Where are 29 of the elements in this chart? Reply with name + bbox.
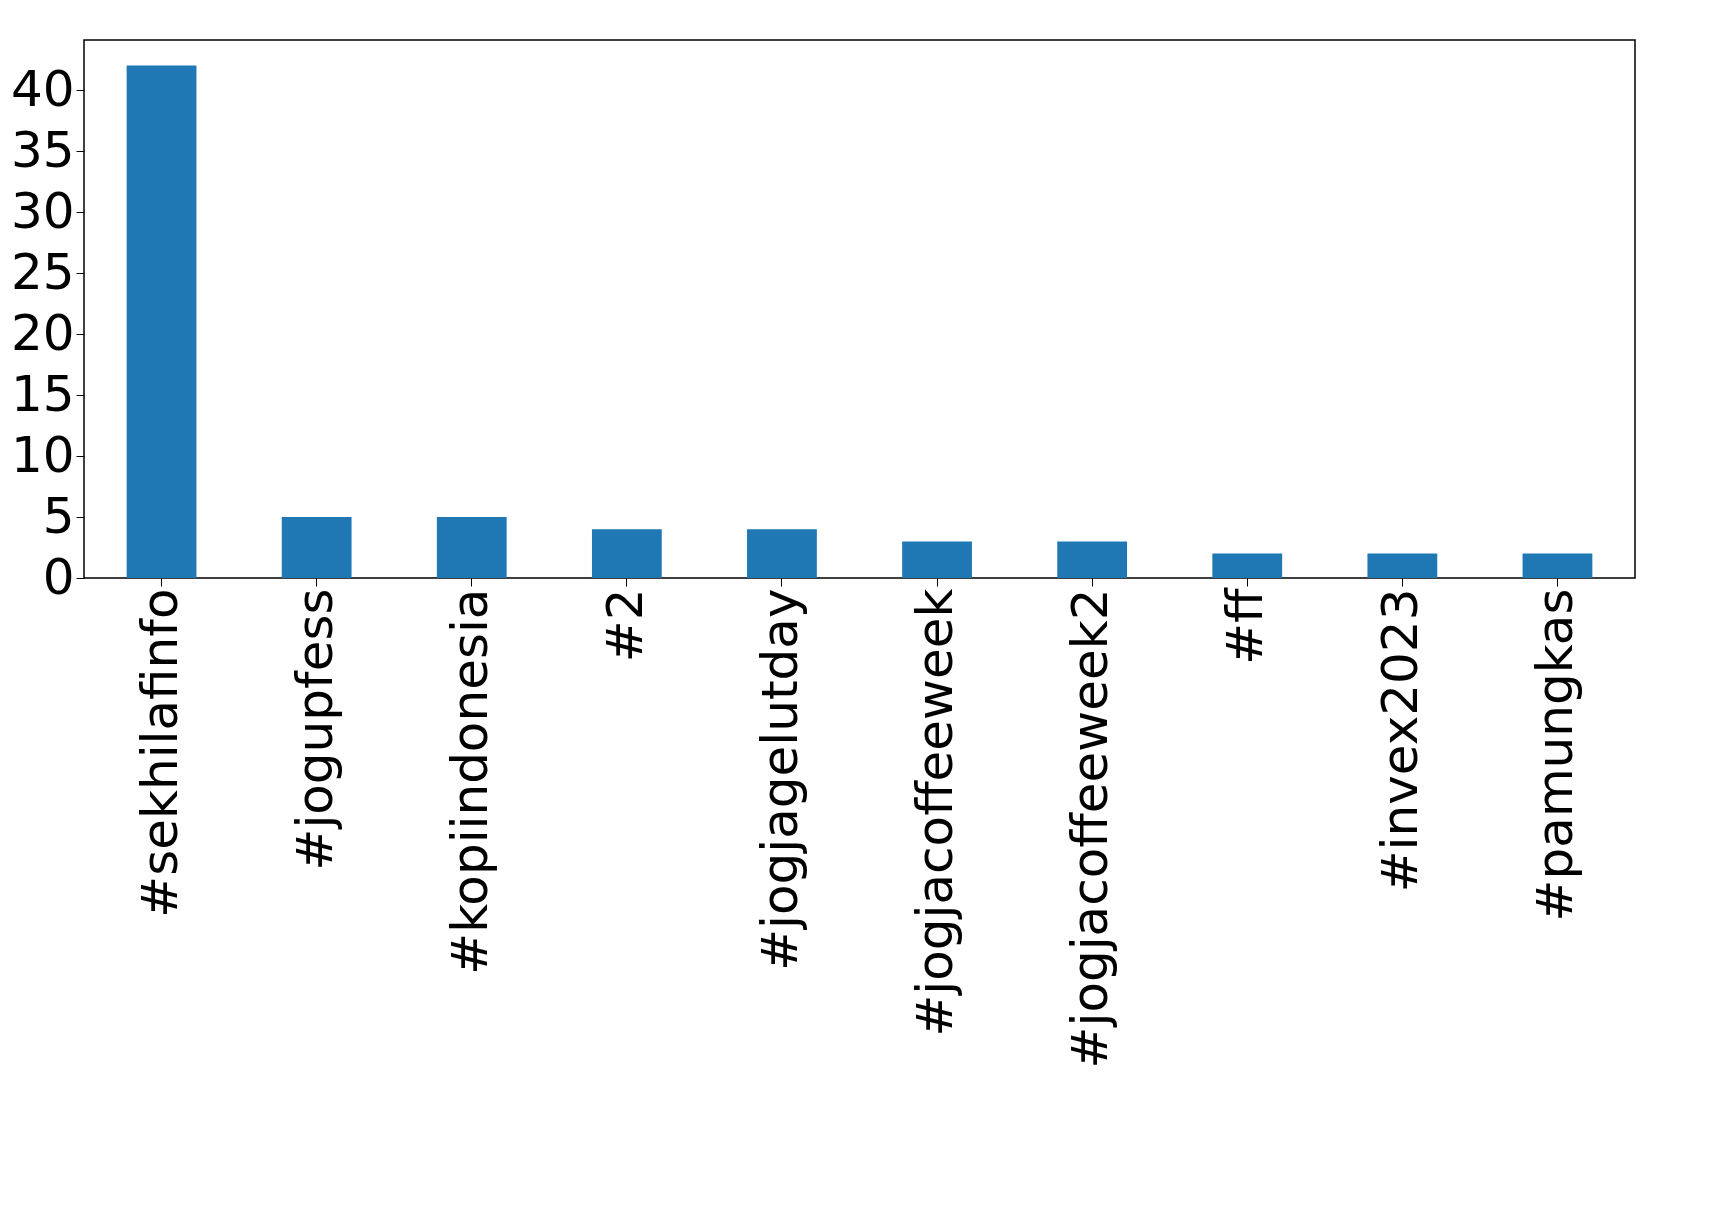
y-tick-label: 25 — [10, 242, 75, 301]
y-tick-label: 5 — [42, 486, 75, 545]
bar — [747, 529, 817, 578]
bar — [902, 541, 972, 578]
bar — [1367, 553, 1438, 578]
y-tick-label: 0 — [42, 547, 75, 606]
x-tick-label: #jogupfess — [285, 588, 344, 871]
y-tick-label: 30 — [10, 181, 75, 240]
x-tick-label: #ff — [1216, 586, 1275, 665]
bar — [126, 65, 197, 578]
y-tick-label: 15 — [10, 364, 75, 423]
x-tick-label: #jogjagelutday — [750, 588, 809, 971]
bar — [436, 517, 507, 578]
x-tick-label: #jogjacoffeeweek — [906, 588, 965, 1037]
bar — [591, 529, 662, 578]
y-tick-label: 40 — [10, 59, 75, 118]
bar — [1057, 541, 1128, 578]
bar — [281, 517, 352, 578]
bar — [1212, 553, 1283, 578]
x-tick-label: #kopiindonesia — [440, 588, 499, 975]
y-tick-label: 20 — [10, 303, 75, 362]
x-tick-label: #pamungkas — [1526, 588, 1585, 922]
x-tick-label: #sekhilafinfo — [130, 588, 189, 918]
x-tick-label: #invex2023 — [1371, 588, 1430, 893]
y-tick-label: 35 — [10, 120, 75, 179]
bar — [1522, 553, 1593, 578]
x-tick-label: #jogjacoffeeweek2 — [1061, 588, 1120, 1069]
y-tick-label: 10 — [10, 425, 75, 484]
x-tick-label: #2 — [595, 588, 654, 663]
